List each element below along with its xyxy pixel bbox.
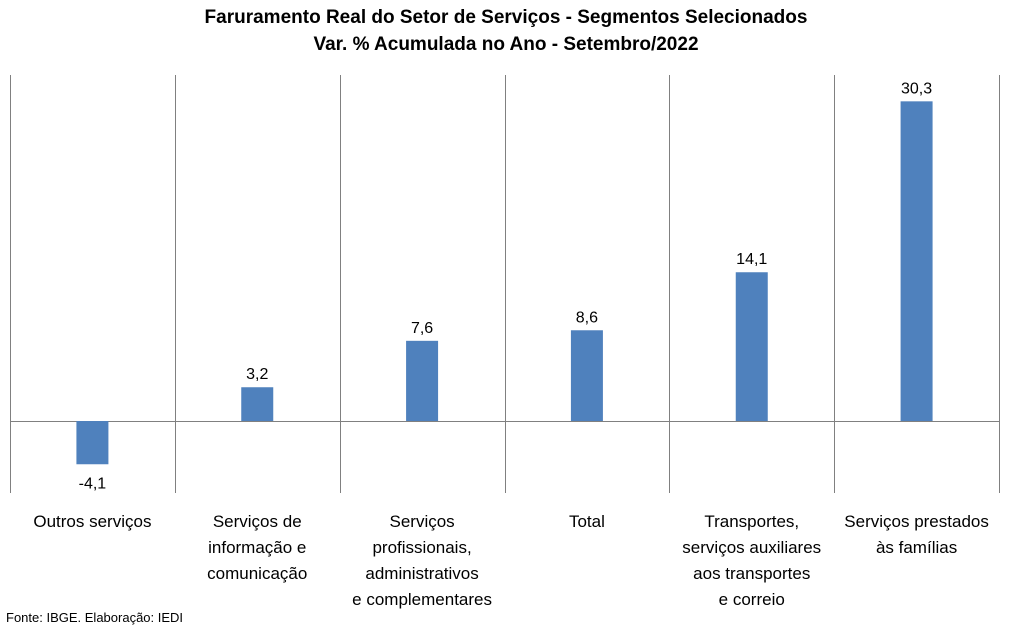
- category-label: Transportes, serviços auxiliares aos trans…: [682, 512, 822, 609]
- data-label: 8,6: [576, 309, 598, 326]
- category-label: Total: [568, 512, 605, 531]
- bar: [570, 330, 603, 421]
- data-label: 30,3: [901, 80, 932, 97]
- data-label: 14,1: [736, 251, 767, 268]
- bar: [76, 421, 109, 465]
- data-label: 3,2: [246, 366, 268, 383]
- data-label: -4,1: [79, 475, 107, 492]
- chart-title: Faruramento Real do Setor de Serviços - …: [204, 7, 808, 28]
- bar: [406, 340, 439, 421]
- category-label: Serviços prestados às famílias: [844, 512, 989, 557]
- bar: [241, 387, 274, 421]
- bar: [900, 101, 933, 422]
- chart-subtitle: Var. % Acumulada no Ano - Setembro/2022: [313, 34, 699, 55]
- category-label: Serviços profissionais, administrativos e c…: [352, 512, 492, 609]
- data-label: 7,6: [411, 320, 433, 337]
- bar: [735, 272, 768, 421]
- category-label: Outros serviços: [33, 512, 152, 531]
- category-label: Serviços de informação e comunicação: [207, 512, 308, 583]
- source-note: Fonte: IBGE. Elaboração: IEDI: [6, 610, 184, 625]
